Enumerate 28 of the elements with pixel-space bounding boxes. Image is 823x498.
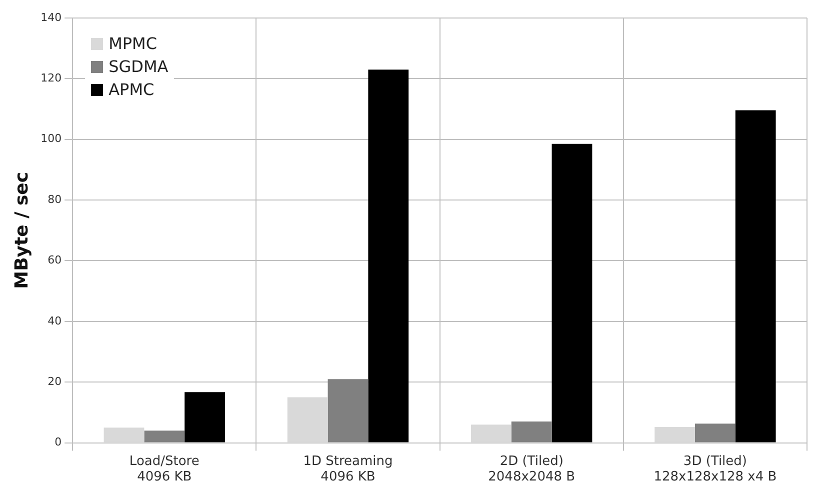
y-tick-label: 100 xyxy=(40,132,62,146)
bar xyxy=(471,424,512,442)
y-axis-title: MByte / sec xyxy=(11,172,32,289)
bar xyxy=(328,379,368,442)
x-tick-label: 2D (Tiled) 2048x2048 B xyxy=(488,454,576,485)
y-tick-label: 20 xyxy=(48,374,62,388)
bar xyxy=(287,397,328,442)
bar xyxy=(104,428,144,442)
bar xyxy=(695,424,736,442)
legend-label: SGDMA xyxy=(108,57,168,76)
x-tick-label: 3D (Tiled) 128x128x128 x4 B xyxy=(654,454,777,485)
legend-label: APMC xyxy=(108,80,154,99)
bar xyxy=(654,427,696,442)
y-tick-label: 80 xyxy=(48,192,62,206)
bar xyxy=(735,110,776,442)
x-tick-label: 1D Streaming 4096 KB xyxy=(303,454,393,485)
bar xyxy=(552,144,592,442)
bar xyxy=(144,430,185,442)
y-tick-label: 140 xyxy=(40,10,62,24)
y-tick-label: 0 xyxy=(54,436,62,449)
bar xyxy=(184,392,225,442)
y-tick-label: 60 xyxy=(48,254,62,267)
y-tick-label: 40 xyxy=(48,314,62,328)
legend-label: MPMC xyxy=(108,34,158,53)
x-tick-label: Load/Store 4096 KB xyxy=(129,454,200,485)
bar xyxy=(511,422,552,442)
y-tick-label: 120 xyxy=(40,72,62,85)
bar xyxy=(368,70,409,442)
